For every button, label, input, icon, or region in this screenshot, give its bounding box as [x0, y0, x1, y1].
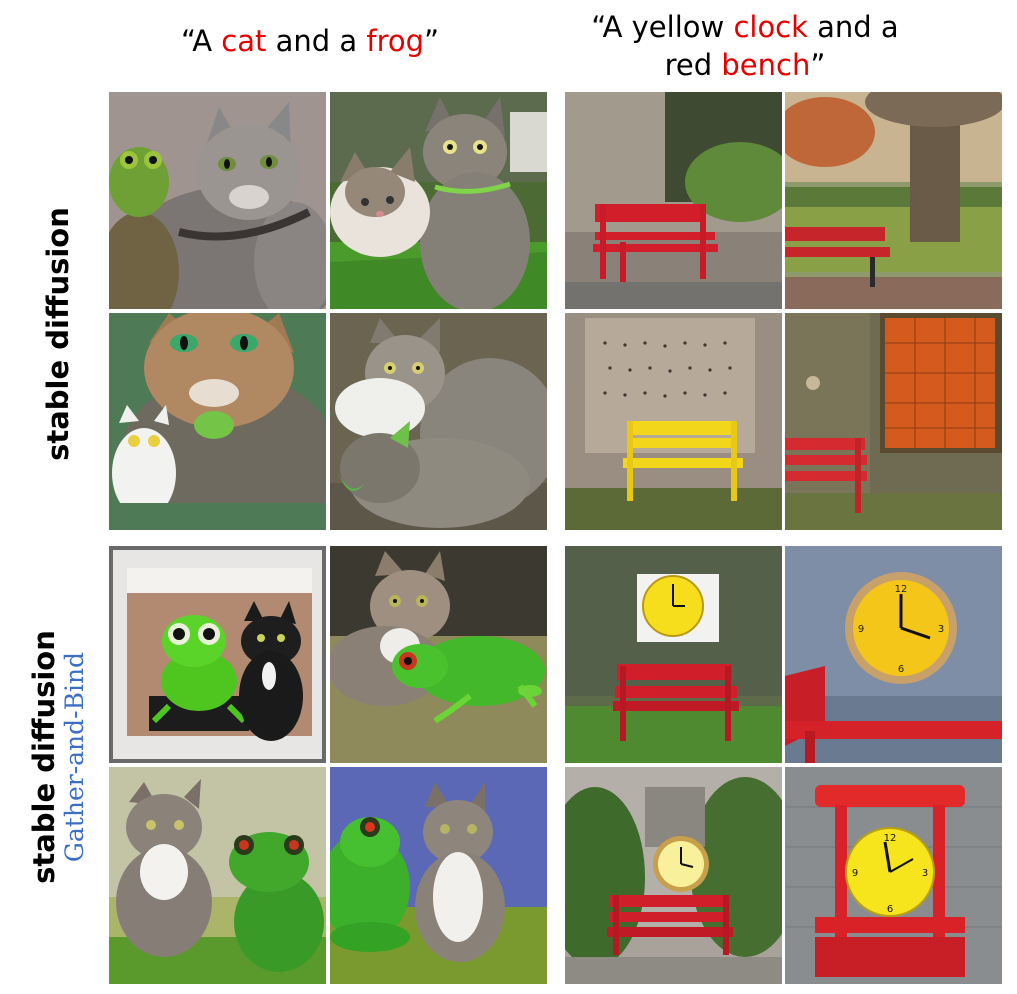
gb-clock-bench-image-1 — [565, 546, 782, 763]
svg-text:12: 12 — [895, 584, 908, 595]
highlight-word: cat — [221, 24, 266, 58]
gb-cat-frog-image-2 — [330, 546, 547, 763]
caption-text: ” — [810, 48, 825, 82]
gb-cat-frog-image-3 — [109, 767, 326, 984]
svg-text:6: 6 — [898, 664, 904, 675]
svg-text:6: 6 — [887, 904, 893, 915]
row-label-main: stable diffusion — [42, 184, 74, 484]
caption-clock-bench: “A yellow clock and a red bench” — [560, 8, 930, 84]
highlight-word: frog — [366, 24, 424, 58]
caption-text: ” — [424, 24, 439, 58]
caption-cat-frog: “A cat and a frog” — [150, 22, 470, 60]
highlight-word: clock — [733, 10, 807, 44]
caption-text: “A — [181, 24, 221, 58]
gb-clock-bench-image-4: 12 6 9 3 — [785, 767, 1002, 984]
svg-text:9: 9 — [852, 868, 858, 879]
highlight-word: bench — [721, 48, 810, 82]
gb-cat-frog-image-4 — [330, 767, 547, 984]
sd-cat-frog-image-4 — [330, 313, 547, 530]
sd-cat-frog-image-2 — [330, 92, 547, 309]
row-label-main: stable diffusion — [28, 607, 60, 907]
svg-text:9: 9 — [858, 624, 864, 635]
sd-clock-bench-image-3 — [565, 313, 782, 530]
sd-cat-frog-image-1 — [109, 92, 326, 309]
caption-text: and a — [266, 24, 366, 58]
caption-text: “A yellow — [591, 10, 733, 44]
gb-clock-bench-image-2: 12 6 9 3 — [785, 546, 1002, 763]
gb-cat-frog-image-1 — [109, 546, 326, 763]
sd-clock-bench-image-4 — [785, 313, 1002, 530]
gb-clock-bench-image-3 — [565, 767, 782, 984]
svg-text:3: 3 — [938, 624, 944, 635]
sd-cat-frog-image-3 — [109, 313, 326, 530]
sd-clock-bench-image-2 — [785, 92, 1002, 309]
row-label-stable-diffusion: stable diffusion — [42, 184, 78, 484]
sd-clock-bench-image-1 — [565, 92, 782, 309]
row-label-gather-and-bind: stable diffusion Gather-and-Bind — [28, 607, 92, 907]
caption-text: red — [665, 48, 722, 82]
caption-line-1: “A yellow clock and a — [560, 8, 930, 46]
caption-line-2: red bench” — [560, 46, 930, 84]
caption-text: and a — [808, 10, 899, 44]
row-label-sub: Gather-and-Bind — [60, 607, 90, 907]
svg-text:3: 3 — [922, 868, 928, 879]
